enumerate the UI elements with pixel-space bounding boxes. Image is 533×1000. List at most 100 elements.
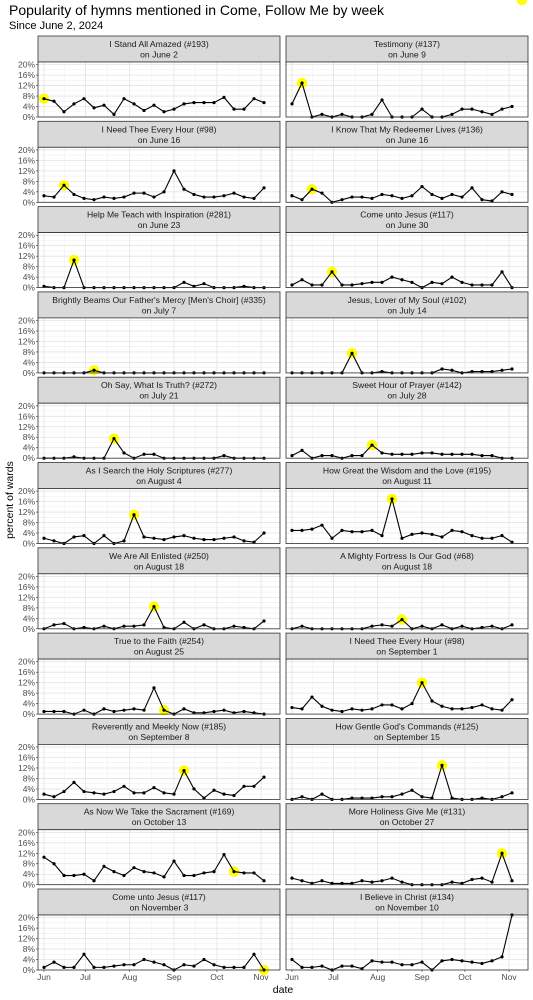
data-point	[300, 707, 304, 711]
data-point	[62, 965, 66, 969]
panel-strip	[285, 803, 529, 831]
panel: Reverently and Meekly Now (#185)on Septe…	[18, 718, 281, 804]
data-point	[82, 952, 86, 956]
y-tick-label: 0%	[23, 197, 36, 207]
panel: Help Me Teach with Inspiration (#281)on …	[18, 206, 281, 293]
panel-title: Come unto Jesus (#117)	[112, 892, 206, 902]
data-point	[62, 789, 66, 794]
y-tick-label: 20%	[18, 913, 35, 923]
data-point	[222, 194, 226, 198]
data-point	[112, 112, 116, 116]
data-point	[310, 695, 314, 699]
data-point	[480, 625, 484, 630]
data-point	[222, 708, 226, 712]
data-point	[330, 708, 334, 712]
panel-title: I Stand All Amazed (#193)	[109, 39, 209, 49]
data-point	[72, 192, 76, 197]
panel: Oh Say, What Is Truth? (#272)on July 21 0…	[18, 376, 281, 463]
y-tick-label: 8%	[23, 91, 36, 101]
panel-subtitle: on August 4	[136, 476, 182, 486]
panel-border	[37, 232, 281, 289]
data-point	[510, 104, 514, 109]
data-point	[330, 881, 334, 885]
panel: I Need Thee Every Hour (#98)on June 16 0%…	[18, 120, 281, 207]
data-point	[400, 536, 404, 540]
panel: We Are All Enlisted (#250)on August 18 0%…	[18, 547, 281, 634]
data-point	[480, 283, 484, 287]
y-tick-label: 4%	[23, 272, 36, 282]
data-point	[42, 965, 46, 969]
data-point	[262, 619, 266, 623]
panel-subtitle: on June 23	[138, 220, 181, 230]
panel-strip	[285, 206, 529, 234]
data-point	[410, 280, 414, 284]
data-point	[400, 452, 404, 456]
y-tick-label: 20%	[18, 742, 35, 752]
panel-title: I Believe in Christ (#134)	[360, 892, 454, 902]
data-point	[172, 169, 176, 173]
data-point	[360, 708, 364, 712]
panel: As Now We Take the Sacrament (#169)on Oc…	[18, 803, 281, 890]
panel-title: Testimony (#137)	[374, 39, 440, 49]
panel-title: Jesus, Lover of My Soul (#102)	[348, 295, 467, 305]
panel-subtitle: on June 2	[140, 50, 178, 60]
plot-background	[286, 232, 528, 288]
panel: More Holiness Give Me (#131)on October 2…	[285, 803, 529, 887]
y-tick-label: 4%	[23, 784, 36, 794]
data-point	[82, 196, 86, 200]
data-point	[510, 879, 514, 883]
data-point	[242, 195, 246, 199]
data-point	[252, 196, 256, 200]
data-point	[370, 624, 374, 628]
data-point	[162, 625, 166, 630]
data-point	[132, 191, 136, 195]
x-tick-label: Aug	[370, 972, 385, 982]
data-point	[510, 192, 514, 197]
data-point	[72, 258, 76, 262]
data-point	[72, 535, 76, 539]
data-point	[380, 795, 384, 799]
data-point	[262, 186, 266, 190]
data-point	[242, 539, 246, 543]
data-point	[290, 876, 294, 880]
data-point	[350, 530, 354, 534]
data-point	[340, 283, 344, 287]
panel-strip	[285, 376, 529, 404]
data-point	[370, 880, 374, 884]
panel-title: As Now We Take the Sacrament (#169)	[84, 807, 235, 817]
y-tick-label: 0%	[23, 112, 36, 122]
y-tick-label: 12%	[18, 507, 35, 517]
data-point	[490, 880, 494, 884]
chart-title: Popularity of hymns mentioned in Come, F…	[9, 2, 385, 18]
data-point	[232, 870, 236, 874]
data-point	[142, 791, 146, 795]
panel-subtitle: on July 7	[142, 305, 177, 315]
data-point	[202, 623, 206, 627]
data-point	[490, 283, 494, 287]
data-point	[300, 965, 304, 969]
plot-background	[286, 62, 528, 117]
data-point	[290, 283, 294, 287]
data-point	[350, 964, 354, 968]
panel: I Need Thee Every Hour (#98)on September…	[285, 632, 529, 715]
data-point	[232, 191, 236, 195]
x-tick-label: Oct	[458, 972, 472, 982]
data-point	[232, 624, 236, 628]
data-point	[470, 186, 474, 190]
y-tick-label: 16%	[18, 411, 35, 421]
data-point	[430, 280, 434, 284]
data-point	[182, 963, 186, 967]
data-point	[450, 796, 454, 800]
data-point	[370, 443, 374, 447]
data-point	[480, 796, 484, 800]
data-point	[510, 367, 514, 371]
panel: As I Search the Holy Scriptures (#277)on…	[18, 462, 281, 549]
data-point	[202, 796, 206, 800]
panel-subtitle: on August 25	[134, 647, 184, 657]
y-tick-label: 20%	[18, 230, 35, 240]
data-point	[152, 786, 156, 790]
data-point	[370, 796, 374, 800]
data-point	[152, 604, 156, 609]
plot-background	[38, 744, 280, 800]
panel: Come unto Jesus (#117)on November 3 0%4%8…	[18, 888, 281, 982]
